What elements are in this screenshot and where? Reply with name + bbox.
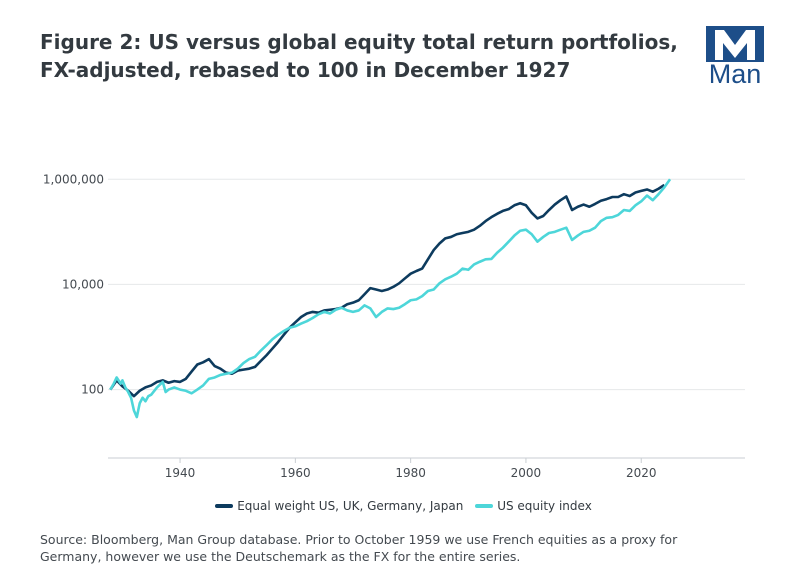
x-tick-label: 1980	[395, 466, 426, 480]
source-note: Source: Bloomberg, Man Group database. P…	[40, 532, 678, 564]
series-line-equal-weight	[109, 183, 666, 398]
x-tick-label: 1960	[280, 466, 311, 480]
y-tick-label: 1,000,000	[43, 172, 104, 186]
legend-label-us-equity: US equity index	[497, 498, 592, 513]
man-logo-icon	[706, 26, 764, 62]
man-logo: Man	[706, 26, 764, 89]
legend-swatch-us-equity	[475, 504, 494, 508]
legend-item-equal-weight: Equal weight US, UK, Germany, Japan	[215, 499, 463, 513]
x-tick-label: 2000	[511, 466, 542, 480]
chart-legend: Equal weight US, UK, Germany, Japan US e…	[0, 498, 807, 513]
chart-title: Figure 2: US versus global equity total …	[40, 30, 678, 82]
series-lines	[109, 178, 672, 419]
x-tick-label: 2020	[626, 466, 657, 480]
y-tick-label: 10,000	[62, 277, 104, 291]
man-logo-text: Man	[708, 59, 762, 89]
axes: 100 10,000 1,000,000 1940 1960 1980 2000 2020	[43, 172, 745, 480]
x-tick-label: 1940	[165, 466, 196, 480]
legend-swatch-equal-weight	[215, 504, 234, 508]
gridlines	[108, 178, 745, 391]
legend-item-us-equity: US equity index	[475, 499, 592, 513]
y-tick-label: 100	[81, 383, 104, 397]
line-chart: 100 10,000 1,000,000 1940 1960 1980 2000 2020	[43, 172, 745, 480]
legend-label-equal-weight: Equal weight US, UK, Germany, Japan	[237, 498, 464, 513]
series-line-us-equity	[109, 178, 672, 419]
